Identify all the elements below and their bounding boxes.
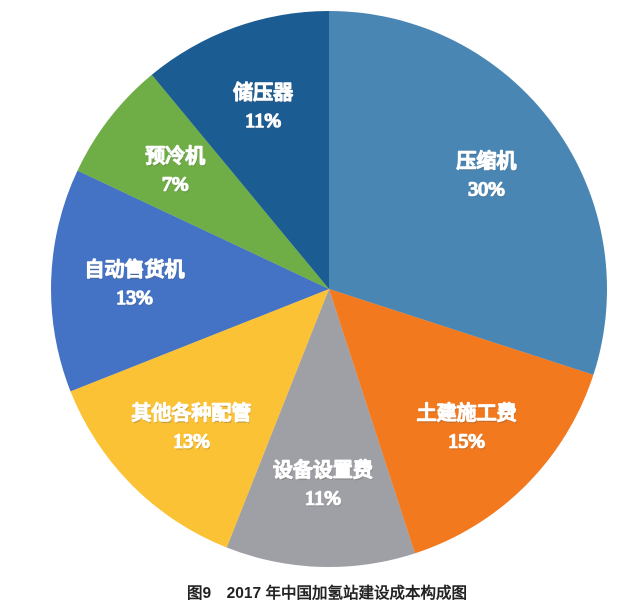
svg-text:压缩机: 压缩机 (456, 150, 516, 173)
svg-text:预冷机: 预冷机 (145, 145, 205, 168)
svg-text:7%: 7% (162, 174, 189, 196)
svg-text:11%: 11% (245, 110, 281, 132)
svg-text:30%: 30% (468, 179, 505, 201)
svg-text:13%: 13% (116, 287, 153, 309)
svg-text:土建施工费: 土建施工费 (417, 402, 517, 425)
svg-text:13%: 13% (173, 431, 210, 453)
svg-text:11%: 11% (305, 488, 341, 510)
svg-text:其他各种配管: 其他各种配管 (131, 402, 251, 425)
svg-text:15%: 15% (448, 431, 485, 453)
svg-text:设备设置费: 设备设置费 (273, 459, 373, 482)
svg-text:自动售货机: 自动售货机 (85, 258, 185, 281)
svg-text:储压器: 储压器 (233, 81, 293, 104)
